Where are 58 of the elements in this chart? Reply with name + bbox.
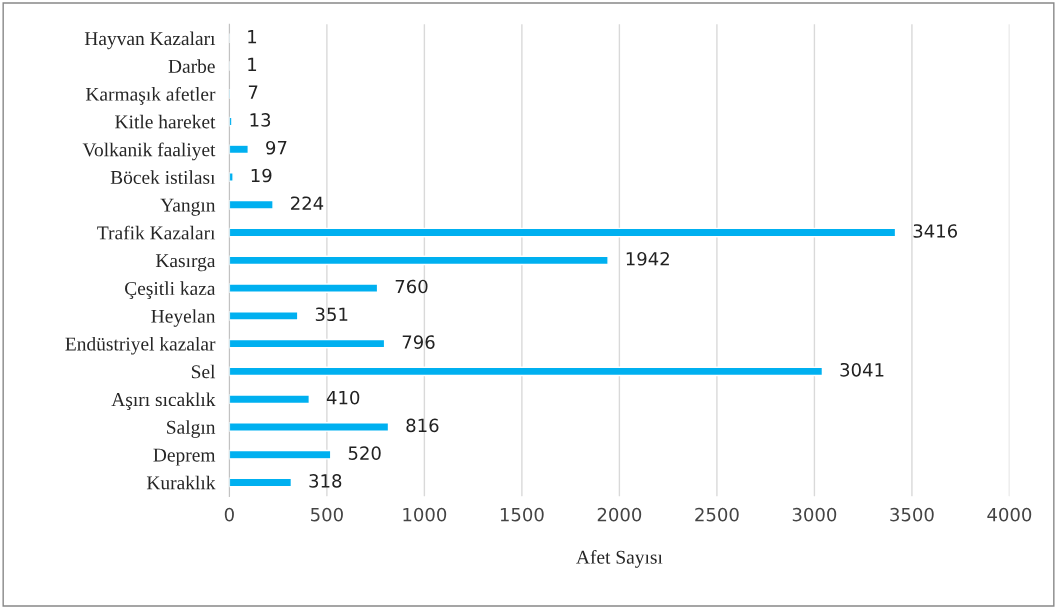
data-label: 796: [402, 335, 435, 349]
y-tick-label: Kuraklık: [146, 475, 216, 490]
bar: [229, 283, 379, 293]
data-label: 1: [248, 30, 257, 44]
y-tick-label: Kasırga: [155, 254, 216, 272]
data-label: 224: [291, 196, 324, 210]
data-label: 3041: [840, 362, 884, 377]
bar: [229, 199, 274, 210]
y-tick-label: Kitle hareket: [115, 114, 216, 129]
data-label: 19: [251, 168, 272, 183]
x-axis-title: Afet Sayısı: [576, 549, 663, 568]
data-label: 410: [326, 390, 360, 405]
data-label: 13: [250, 113, 271, 127]
data-label: 7: [248, 85, 258, 99]
y-tick-label: Trafik Kazaları: [97, 225, 216, 240]
y-tick-label: Böcek istilası: [110, 170, 216, 184]
bar: [229, 116, 233, 127]
bar: [229, 144, 249, 155]
x-tick-label: 3000: [792, 507, 837, 522]
bar: [229, 227, 897, 238]
bar: [229, 477, 293, 488]
x-tick-label: 2500: [695, 507, 739, 522]
x-tick-label: 4000: [987, 507, 1032, 522]
y-tick-label: Deprem: [153, 448, 216, 466]
x-tick-label: 3500: [890, 507, 934, 522]
bar: [229, 172, 234, 182]
y-tick-label: Çeşitli kaza: [125, 281, 216, 299]
bar: [229, 255, 609, 266]
data-label: 1: [248, 57, 257, 71]
y-tick-label: Heyelan: [151, 309, 216, 327]
data-label: 816: [406, 418, 439, 433]
y-tick-label: Sel: [191, 364, 216, 379]
data-label: 520: [348, 446, 381, 460]
data-label: 351: [315, 307, 348, 322]
y-tick-label: Salgın: [167, 420, 216, 438]
bar: [229, 394, 311, 405]
bar: [229, 422, 390, 432]
bar: [229, 366, 824, 377]
y-tick-label: Endüstriyel kazalar: [65, 336, 216, 355]
x-tick-label: 500: [311, 507, 343, 522]
x-tick-label: 2000: [597, 507, 642, 522]
x-tick-label: 1000: [403, 507, 447, 522]
data-label: 318: [309, 474, 342, 488]
bar: [229, 449, 332, 460]
data-label: 1942: [626, 251, 669, 266]
y-tick-label: Darbe: [168, 59, 215, 73]
y-tick-label: Karmaşık afetler: [85, 86, 216, 105]
data-label: 97: [266, 140, 287, 155]
y-tick-label: Aşırı sıcaklık: [111, 392, 216, 411]
y-tick-label: Yangın: [160, 198, 216, 216]
y-tick-label: Volkanik faaliyet: [82, 142, 216, 161]
x-tick-label: 1500: [500, 507, 544, 522]
data-label: 760: [395, 279, 428, 294]
x-tick-label: 0: [224, 507, 234, 522]
bar: [229, 311, 299, 321]
bar: [229, 338, 386, 349]
data-label: 3416: [913, 224, 958, 238]
y-tick-label: Hayvan Kazaları: [84, 31, 216, 50]
